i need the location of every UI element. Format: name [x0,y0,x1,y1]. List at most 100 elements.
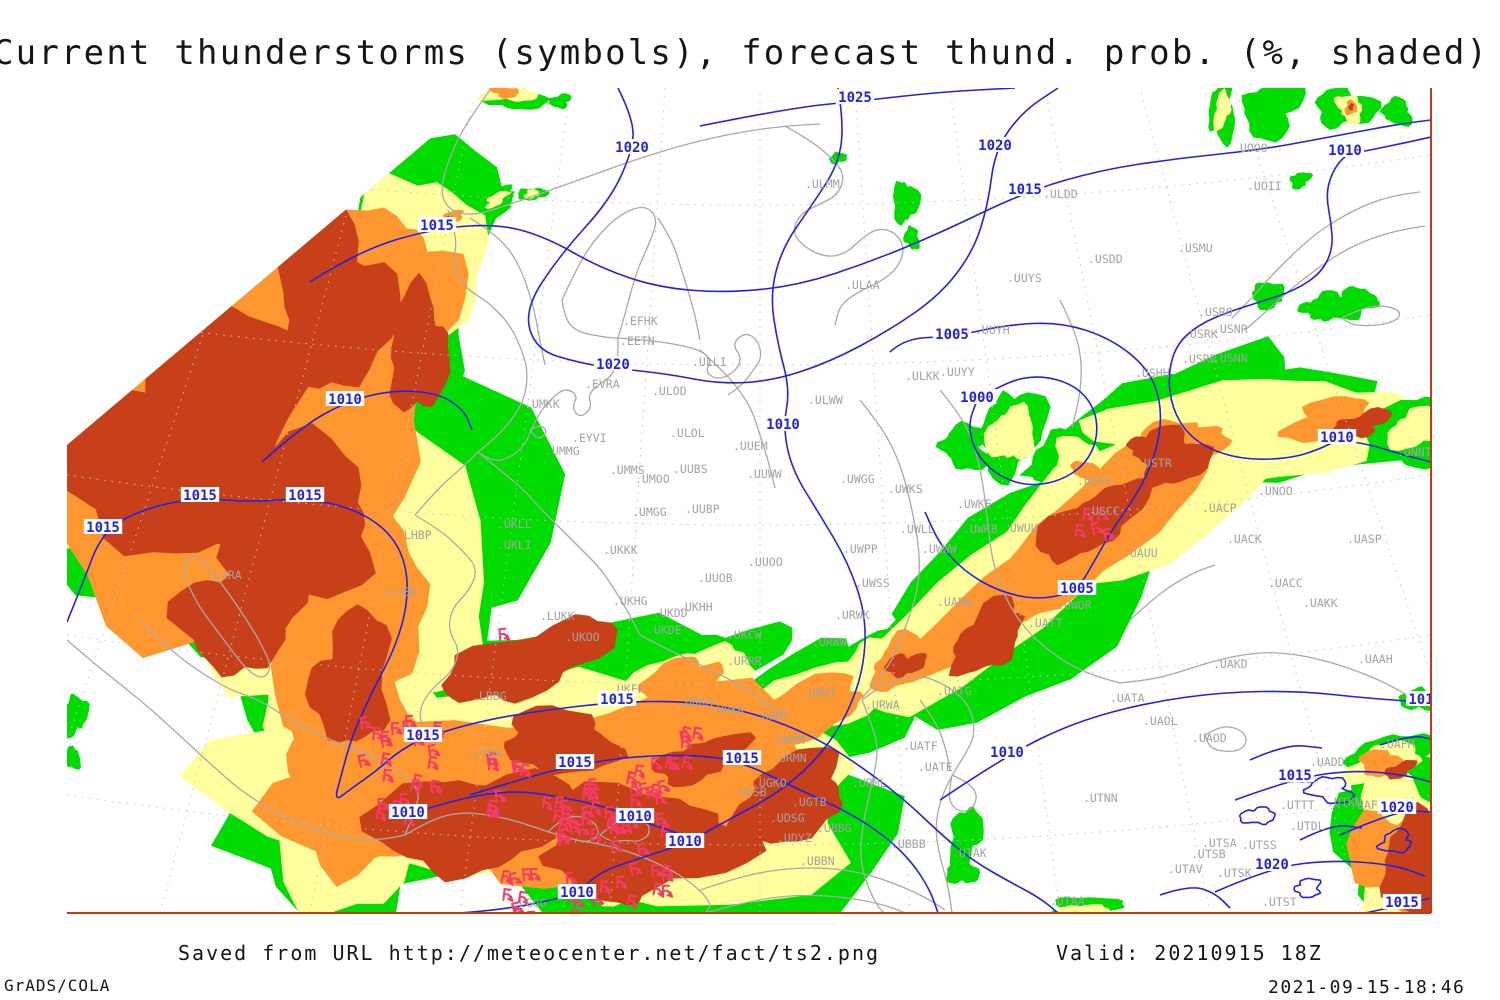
coastline [704,894,906,913]
isobar-label: 1020 [596,357,630,373]
isobar-label-box [1252,856,1292,871]
isobar-line [1299,824,1363,841]
coastline [1119,652,1416,701]
thunderstorm-icon [616,875,628,889]
isobar-label-box [975,137,1015,152]
thunderstorm-icon [511,759,524,774]
thunderstorm-icon [521,868,534,882]
station-label: .URWK [835,608,870,622]
isobar-label-box [932,326,972,341]
station-label: .USRR [1182,352,1217,366]
thunderstorm-icon [636,842,650,857]
thunderstorm-icon [1096,507,1109,522]
isobar-loop [1293,877,1322,899]
station-label: .UWUU [1003,521,1038,535]
isobar-label: 1015 [1385,895,1419,911]
isobar-line [309,119,1431,293]
isobar-label: 101 [1408,692,1433,708]
prob-shade-yellow [1213,88,1232,132]
meridian-line [854,88,911,913]
station-label: .URML [852,776,887,790]
station-label: .URWI [802,686,837,700]
thunderstorm-icon [1102,527,1116,542]
thunderstorm-icon [372,727,384,741]
thunderstorm-icon [560,799,573,814]
station-label: .UATT [1028,616,1063,630]
isobar-line [1168,136,1431,463]
thunderstorm-icon [652,882,664,898]
grads-cola-stamp: GrADS/COLA [4,976,111,995]
coastline [561,299,618,339]
thunderstorm-icon [615,821,628,836]
isobar-line [939,690,1431,801]
coastline [447,209,528,453]
isobar-line [261,390,473,463]
coastline [657,217,701,341]
prob-shade-red [651,732,757,788]
isobar-label-box [403,727,443,742]
station-label: .LBBG [472,689,507,703]
thunderstorm-icon [377,797,390,812]
thunderstorm-icon [529,868,541,881]
isobar-label-box [593,356,633,371]
station-label: .USRK [1183,327,1218,341]
coastline [784,125,904,326]
station-label: .UAKD [1213,657,1248,671]
thunderstorm-icon [662,864,674,879]
coastline [414,514,476,736]
coastline [1129,564,1216,621]
station-label: .USSS [1077,474,1112,488]
thunderstorm-icon [412,773,423,789]
prob-shade-green [903,225,920,250]
station-label: .UMKK [525,397,560,411]
station-label: .ULLI [692,355,727,369]
isobar-label-box [1406,691,1431,706]
station-label: .URWW [812,635,847,649]
prob-shade-yellow [983,401,1035,461]
thunderstorm-icon [583,782,597,797]
meridian-line [1044,88,1211,913]
thunderstorm-icon [514,907,528,913]
station-label: .UDYZ [777,831,812,845]
station-label: .LGGG [512,896,547,910]
prob-shade-green [1289,172,1314,190]
station-label: .UWKE [957,497,992,511]
station-label: .UGKO [752,776,787,790]
station-label: .URKK [710,703,745,717]
prob-shade-green [1251,282,1285,311]
station-label: .EVRA [585,377,620,391]
isobar-label-box [1275,767,1315,782]
station-label-layer: .ULMM .ULDD .UOOO .UOII .USMU .USDD .UUYS .ULAA… [207,141,1431,910]
thunderstorm-icon [508,871,523,886]
isobar-label-box [987,744,1027,759]
isobar-label: 1015 [288,488,322,504]
thunderstorm-icon [498,627,511,642]
isobar-label-box [325,391,365,406]
station-label: .UUEM [733,439,768,453]
station-label: .UWKB [963,522,998,536]
isobar-label-box [557,884,597,899]
station-label: .UATA [1110,691,1145,705]
station-label: .UUYY [940,365,975,379]
prob-shade-red [1137,424,1214,489]
station-label: .UTNN [1083,791,1118,805]
thunderstorm-icon [680,725,692,741]
prob-shade-green [1379,95,1413,127]
thunderstorm-icon [650,864,663,878]
station-label: .URKA [678,695,713,709]
thunderstorm-icon [571,909,583,913]
thunderstorm-icon [610,839,623,853]
isobar-label: 1025 [838,90,872,106]
thunderstorm-icon [379,734,393,749]
coastline [414,451,479,516]
station-label: .UTSS [1242,838,1277,852]
thunderstorm-icon [655,812,668,827]
station-label: .UUOB [698,571,733,585]
station-label: .UTAV [1168,862,1203,876]
station-label: .EYVI [572,431,607,445]
isobar-label: 1000 [960,390,994,406]
station-label: .UBBN [800,854,835,868]
prob-shade-green [949,806,984,876]
isobar-label-box [1377,799,1417,814]
station-label: .UACP [1202,501,1237,515]
